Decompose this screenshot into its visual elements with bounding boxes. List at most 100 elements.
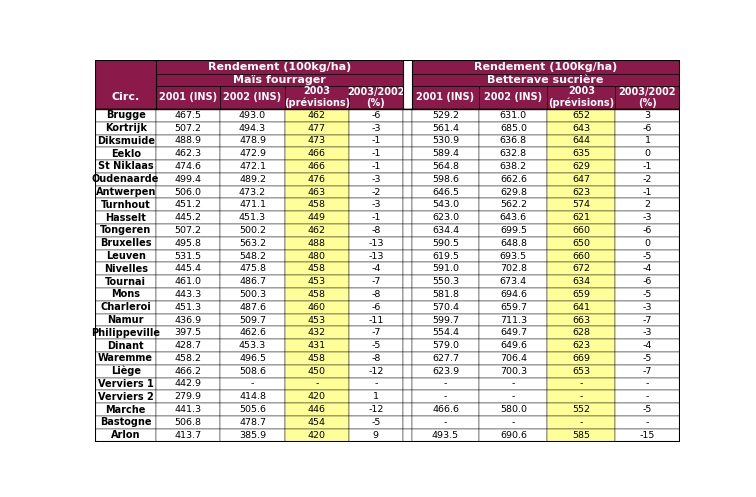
- Bar: [156, 122, 220, 135]
- Text: 598.6: 598.6: [432, 175, 459, 184]
- Text: 453: 453: [308, 316, 326, 325]
- Text: 471.1: 471.1: [239, 200, 266, 209]
- Text: 493.5: 493.5: [432, 431, 459, 440]
- Bar: [220, 109, 285, 122]
- Text: Charleroi: Charleroi: [101, 302, 151, 312]
- Bar: [156, 147, 220, 160]
- Bar: [220, 314, 285, 327]
- Text: -3: -3: [371, 200, 380, 209]
- Text: 508.6: 508.6: [239, 367, 266, 376]
- Bar: [95, 160, 156, 173]
- Text: 443.3: 443.3: [175, 290, 202, 299]
- Bar: [95, 122, 156, 135]
- Text: -1: -1: [643, 187, 652, 197]
- Text: 548.2: 548.2: [239, 251, 266, 260]
- Bar: [403, 275, 411, 288]
- Bar: [220, 339, 285, 352]
- Bar: [615, 365, 680, 378]
- Bar: [547, 173, 615, 186]
- Bar: [403, 61, 411, 109]
- Text: 623.9: 623.9: [432, 367, 459, 376]
- Bar: [95, 314, 156, 327]
- Bar: [349, 288, 403, 301]
- Bar: [615, 275, 680, 288]
- Text: 648.8: 648.8: [500, 239, 527, 248]
- Bar: [479, 262, 547, 275]
- Text: 564.8: 564.8: [432, 162, 459, 171]
- Bar: [479, 86, 547, 109]
- Bar: [547, 135, 615, 147]
- Bar: [615, 211, 680, 224]
- Text: -: -: [580, 380, 583, 389]
- Bar: [220, 147, 285, 160]
- Text: -: -: [646, 380, 649, 389]
- Bar: [95, 352, 156, 365]
- Text: 436.9: 436.9: [175, 316, 202, 325]
- Text: 453.3: 453.3: [239, 341, 266, 350]
- Text: 462: 462: [308, 111, 326, 120]
- Text: 480: 480: [308, 251, 326, 260]
- Text: Hasselt: Hasselt: [105, 213, 146, 223]
- Bar: [285, 314, 349, 327]
- Bar: [403, 301, 411, 314]
- Bar: [403, 390, 411, 403]
- Bar: [547, 339, 615, 352]
- Bar: [547, 429, 615, 441]
- Bar: [156, 288, 220, 301]
- Bar: [95, 262, 156, 275]
- Bar: [479, 160, 547, 173]
- Bar: [285, 275, 349, 288]
- Text: 2003/2002
(%): 2003/2002 (%): [618, 86, 676, 108]
- Bar: [156, 186, 220, 198]
- Text: -12: -12: [368, 367, 383, 376]
- Text: 634.4: 634.4: [432, 226, 459, 235]
- Text: 650: 650: [572, 239, 590, 248]
- Text: 2003
(prévisions): 2003 (prévisions): [284, 86, 350, 108]
- Text: -5: -5: [643, 405, 652, 414]
- Text: 487.6: 487.6: [239, 303, 266, 312]
- Text: -5: -5: [643, 354, 652, 363]
- Bar: [285, 339, 349, 352]
- Bar: [479, 122, 547, 135]
- Bar: [349, 275, 403, 288]
- Bar: [220, 211, 285, 224]
- Bar: [615, 173, 680, 186]
- Text: -8: -8: [371, 226, 380, 235]
- Bar: [349, 378, 403, 390]
- Bar: [156, 237, 220, 249]
- Text: 634: 634: [572, 277, 590, 286]
- Bar: [349, 327, 403, 339]
- Text: 702.8: 702.8: [500, 264, 527, 273]
- Text: 711.3: 711.3: [500, 316, 527, 325]
- Bar: [95, 237, 156, 249]
- Bar: [349, 186, 403, 198]
- Bar: [411, 86, 479, 109]
- Text: 690.6: 690.6: [500, 431, 527, 440]
- Text: 453: 453: [308, 277, 326, 286]
- Text: 466.6: 466.6: [432, 405, 459, 414]
- Text: 507.2: 507.2: [175, 124, 202, 133]
- Bar: [156, 211, 220, 224]
- Bar: [95, 249, 156, 262]
- Text: Arlon: Arlon: [111, 430, 141, 440]
- Text: -6: -6: [643, 226, 652, 235]
- Text: -13: -13: [368, 251, 383, 260]
- Bar: [615, 86, 680, 109]
- Bar: [220, 186, 285, 198]
- Text: -6: -6: [643, 277, 652, 286]
- Bar: [285, 327, 349, 339]
- Text: 623: 623: [572, 187, 590, 197]
- Text: Oudenaarde: Oudenaarde: [92, 174, 160, 184]
- Bar: [349, 403, 403, 416]
- Bar: [547, 314, 615, 327]
- Bar: [547, 147, 615, 160]
- Bar: [349, 160, 403, 173]
- Bar: [220, 301, 285, 314]
- Bar: [479, 224, 547, 237]
- Text: Betterave sucrière: Betterave sucrière: [488, 75, 604, 84]
- Bar: [156, 403, 220, 416]
- Text: -: -: [646, 392, 649, 401]
- Text: 466: 466: [308, 149, 326, 158]
- Bar: [615, 314, 680, 327]
- Text: 543.0: 543.0: [432, 200, 459, 209]
